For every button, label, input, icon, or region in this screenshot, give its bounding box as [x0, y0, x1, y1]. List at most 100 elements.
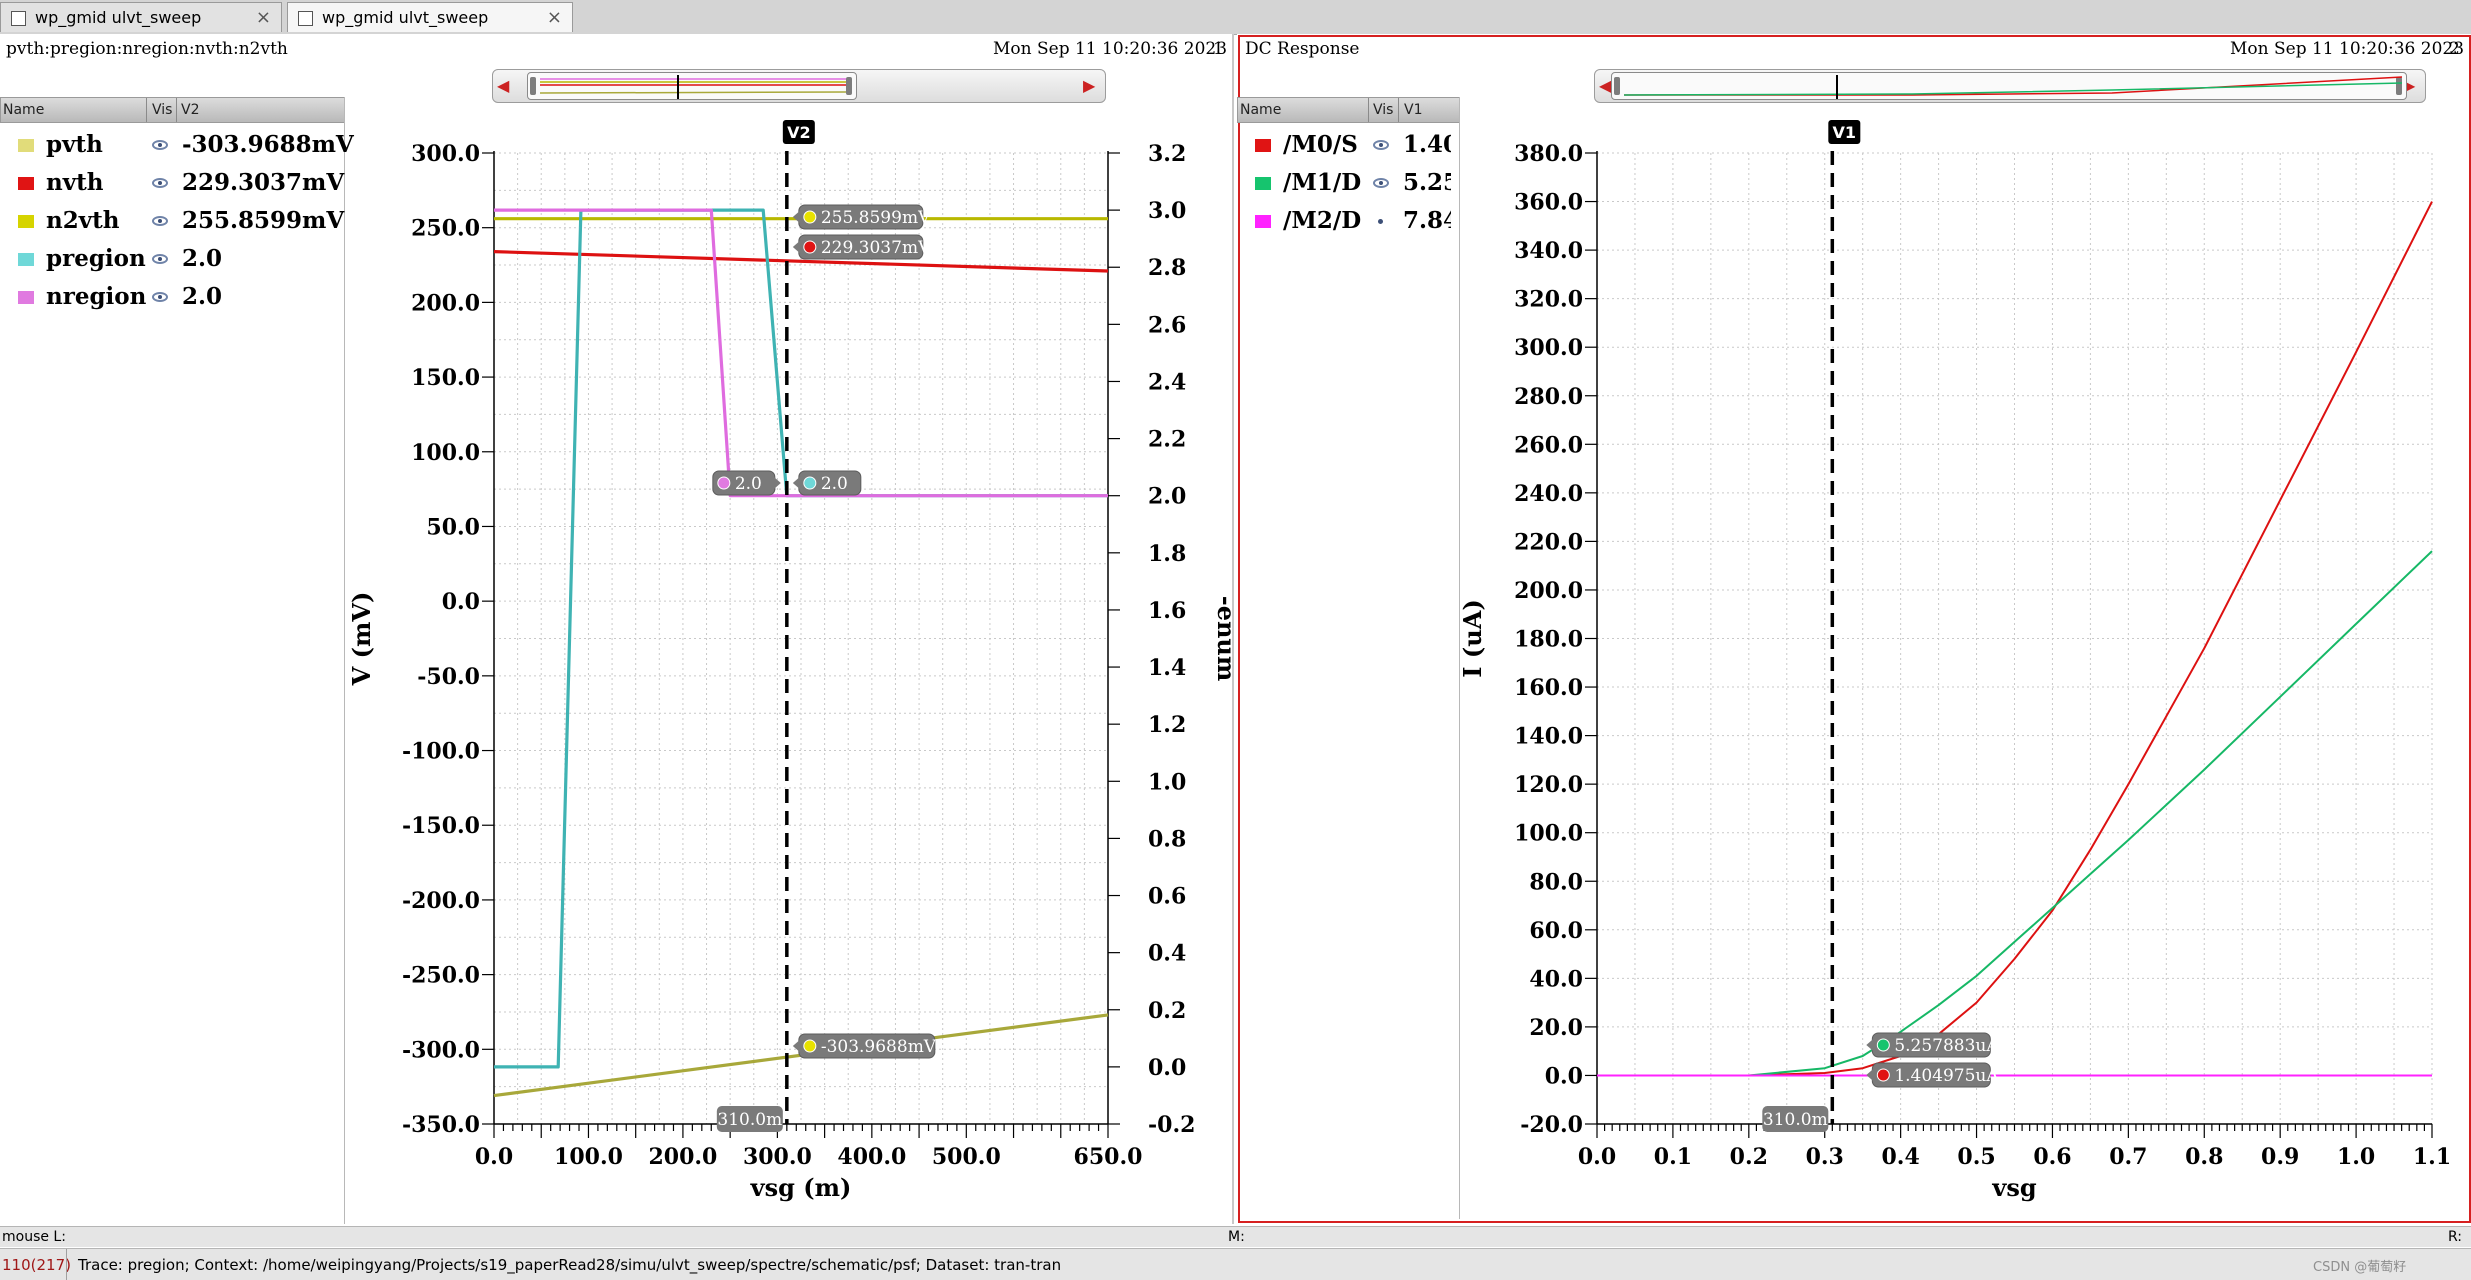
legend-row[interactable]: nvth 229.3037mV — [12, 166, 345, 200]
legend-trace-value: -303.9688mV — [182, 131, 354, 158]
marker-x-readout: 310.0m — [717, 1110, 782, 1130]
callout-text: 2.0 — [821, 474, 848, 494]
legend-row[interactable]: pvth -303.9688mV — [12, 128, 354, 162]
mouse-status-bar: mouse L: M: R: — [0, 1226, 2471, 1247]
callout-text: 229.3037mV — [821, 238, 931, 258]
callout-text: -303.9688mV — [821, 1037, 937, 1057]
callout-pointer — [1866, 1038, 1875, 1052]
series-line-nregion — [494, 208, 1108, 498]
legend-trace-value: 229.3037mV — [182, 169, 345, 196]
callout-dot — [803, 476, 817, 490]
right-plot[interactable]: 0.0 0.1 0.2 0.3 0.4 0.5 0.6 0.7 0.8 0.9 1.0 1.1 380.… — [1237, 34, 2471, 1224]
plot-grid — [493, 152, 1109, 1125]
eye-icon[interactable] — [152, 216, 168, 226]
tab-schematic-1[interactable]: wp_gmid ulvt_sweep schematic × — [0, 2, 282, 57]
x-tick-label: 0.2 — [1730, 1144, 1768, 1170]
scroll-left-icon[interactable]: ◀ — [497, 76, 510, 95]
navigator-handle-right[interactable] — [846, 77, 852, 95]
callout-dot — [717, 476, 731, 490]
legend-trace-name: pregion — [46, 245, 146, 272]
marker-label: V1 — [1833, 123, 1857, 142]
mouse-left-status: mouse L: — [2, 1229, 66, 1245]
callout-dot — [803, 210, 817, 224]
legend-row[interactable]: n2vth 255.8599mV — [12, 204, 344, 238]
navigator-handle-right[interactable] — [2396, 77, 2402, 95]
close-icon[interactable]: × — [255, 7, 271, 28]
marker-x-readout-box — [716, 1106, 783, 1132]
callout-pointer — [792, 1039, 801, 1053]
legend-trace-name: /M1/D — [1283, 169, 1362, 196]
mouse-right-status: R: — [2448, 1229, 2463, 1245]
marker-label: V2 — [787, 123, 811, 142]
y2-tick-label: 2.6 — [1148, 312, 1186, 338]
eye-icon[interactable] — [152, 254, 168, 264]
zoom-navigator[interactable]: ◀ ▶ — [1594, 69, 2426, 103]
legend-header: Name Vis V2 — [0, 97, 345, 123]
left-plot[interactable]: 0.0 100.0 200.0 300.0 400.0 500.0 650.0 300.0 25… — [0, 34, 1241, 1224]
y2-tick-label: 3.2 — [1148, 141, 1186, 167]
tab-bar: wp_gmid ulvt_sweep schematic × wp_gmid u… — [0, 0, 2471, 57]
y2-tick-label: 3.0 — [1148, 198, 1186, 224]
eye-icon[interactable] — [1373, 178, 1389, 188]
navigator-handle-left[interactable] — [1614, 77, 1620, 95]
x-tick-label: 400.0 — [837, 1144, 906, 1170]
callout-text: 5.257883uA — [1894, 1036, 1999, 1056]
y-tick-label: -300.0 — [402, 1037, 480, 1063]
y2-tick-label: 1.8 — [1148, 541, 1186, 567]
y2-tick-label: 2.0 — [1148, 484, 1186, 510]
y2-tick-label: 0.0 — [1148, 1055, 1186, 1081]
eye-icon[interactable] — [152, 292, 168, 302]
scroll-right-icon[interactable]: ▶ — [1083, 76, 1096, 95]
legend-row[interactable]: /M0/S 1.404 — [1249, 128, 1579, 162]
y-tick-label: 250.0 — [411, 216, 480, 242]
y-axis-label: V (mV) — [347, 592, 376, 687]
series-line-nvth — [493, 250, 1109, 273]
legend-row[interactable]: /M1/D 5.257 — [1249, 166, 1579, 200]
legend-trace-name: nregion — [46, 283, 147, 310]
legend-row[interactable]: /M2/D 7.845 — [1249, 204, 1579, 238]
hidden-dot-icon[interactable] — [1378, 219, 1383, 224]
y-tick-label: 80.0 — [1529, 869, 1583, 895]
marker-label-box — [1828, 120, 1861, 144]
pane-splitter[interactable] — [1232, 34, 1234, 1224]
x-tick-label: 0.9 — [2261, 1144, 2299, 1170]
eye-icon[interactable] — [1373, 140, 1389, 150]
series-line-m1d — [1597, 550, 2433, 1077]
y-axis-label: I (uA) — [1458, 599, 1487, 677]
navigator-window[interactable] — [1611, 72, 2407, 100]
close-icon[interactable]: × — [546, 7, 562, 28]
y2-tick-label: 2.8 — [1148, 255, 1186, 281]
x-tick-label: 1.0 — [2337, 1144, 2375, 1170]
scroll-left-icon[interactable]: ◀ — [1599, 76, 1612, 95]
legend-trace-value: 5.257 — [1403, 169, 1451, 196]
navigator-preview — [539, 75, 847, 99]
legend-trace-name: pvth — [46, 131, 103, 158]
eye-icon[interactable] — [152, 178, 168, 188]
x-axis-label: vsg (m) — [750, 1173, 852, 1202]
navigator-handle-left[interactable] — [530, 77, 536, 95]
y-tick-label: 140.0 — [1514, 724, 1583, 750]
y-tick-label: 150.0 — [411, 365, 480, 391]
y2-tick-label: 0.2 — [1148, 998, 1186, 1024]
y-tick-label: 300.0 — [1514, 335, 1583, 361]
eye-icon[interactable] — [152, 140, 168, 150]
tab-schematic-2[interactable]: wp_gmid ulvt_sweep schematic × — [287, 2, 573, 57]
callout-dot — [1876, 1068, 1890, 1082]
y-tick-label: -350.0 — [402, 1112, 480, 1138]
x-tick-label: 300.0 — [743, 1144, 812, 1170]
zoom-navigator[interactable]: ◀ ▶ — [492, 69, 1106, 103]
marker-callout: 229.3037mV — [792, 234, 931, 260]
legend-row[interactable]: pregion 2.0 — [12, 242, 342, 276]
trace-color-swatch — [1255, 177, 1271, 190]
right-graph-panel: DC Response Mon Sep 11 10:20:36 2023 2 ◀… — [1237, 34, 2471, 1224]
graph-title: DC Response — [1245, 39, 1360, 59]
trace-color-swatch — [18, 253, 34, 266]
y-tick-label: 200.0 — [1514, 578, 1583, 604]
callout-text: 255.8599mV — [821, 208, 931, 228]
x-tick-label: 0.1 — [1654, 1144, 1692, 1170]
x-tick-label: 0.0 — [1578, 1144, 1616, 1170]
y2-tick-label: -0.2 — [1148, 1112, 1195, 1138]
legend-row[interactable]: nregion 2.0 — [12, 280, 342, 314]
navigator-window[interactable] — [527, 72, 857, 100]
y-tick-label: 60.0 — [1529, 918, 1583, 944]
